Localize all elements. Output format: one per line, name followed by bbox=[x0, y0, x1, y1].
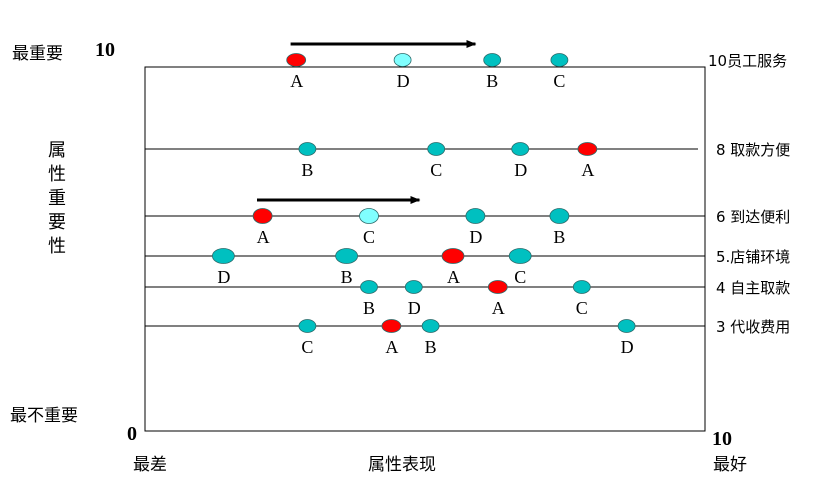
point-marker-c bbox=[508, 248, 532, 264]
point-label-b: B bbox=[301, 160, 313, 180]
point-label-b: B bbox=[486, 71, 498, 91]
point-label-a: A bbox=[257, 227, 270, 247]
point-marker-c bbox=[550, 53, 569, 67]
y-axis-bottom-value: 0 bbox=[127, 423, 137, 445]
point-marker-d bbox=[465, 208, 486, 224]
point-label-c: C bbox=[430, 160, 442, 180]
point-label-d: D bbox=[217, 267, 230, 287]
x-axis-right-label: 最好 bbox=[713, 455, 747, 475]
y-axis-title-char: 性 bbox=[48, 164, 66, 185]
point-marker-c bbox=[298, 319, 317, 333]
point-label-a: A bbox=[492, 298, 505, 318]
point-marker-d bbox=[404, 280, 423, 294]
point-label-c: C bbox=[553, 71, 565, 91]
point-label-d: D bbox=[397, 71, 410, 91]
point-label-b: B bbox=[425, 337, 437, 357]
point-marker-b bbox=[421, 319, 440, 333]
point-marker-b bbox=[549, 208, 570, 224]
point-marker-d bbox=[617, 319, 636, 333]
point-marker-b bbox=[335, 248, 359, 264]
y-axis-title: 属 性 重 要 性 bbox=[48, 140, 66, 257]
row-label: 6 到达便利 bbox=[716, 208, 790, 226]
plot-frame bbox=[144, 66, 706, 432]
point-label-b: B bbox=[363, 298, 375, 318]
point-label-d: D bbox=[408, 298, 421, 318]
point-marker-a bbox=[487, 280, 508, 294]
point-label-d: D bbox=[621, 337, 634, 357]
attribute-row: 8 取款方便 B C D A bbox=[145, 141, 790, 180]
row-label: 4 自主取款 bbox=[716, 279, 790, 297]
x-axis-right-value: 10 bbox=[712, 428, 732, 450]
point-marker-a bbox=[286, 53, 307, 67]
point-label-a: A bbox=[385, 337, 398, 357]
point-marker-a bbox=[441, 248, 465, 264]
row-label: 5.店铺环境 bbox=[716, 248, 790, 266]
row-label: 8 取款方便 bbox=[716, 141, 790, 159]
attribute-row: 10员工服务 A D B C bbox=[286, 40, 787, 91]
point-marker-b bbox=[483, 53, 502, 67]
point-marker-c bbox=[572, 280, 591, 294]
point-label-d: D bbox=[514, 160, 527, 180]
point-label-c: C bbox=[301, 337, 313, 357]
point-label-c: C bbox=[363, 227, 375, 247]
y-axis-top-value: 10 bbox=[95, 39, 115, 61]
attribute-row: 6 到达便利 A C D B bbox=[145, 196, 790, 247]
point-label-a: A bbox=[290, 71, 303, 91]
y-axis-bottom-label: 最不重要 bbox=[10, 406, 78, 426]
point-label-d: D bbox=[469, 227, 482, 247]
row-label: 10员工服务 bbox=[708, 52, 787, 70]
point-label-c: C bbox=[576, 298, 588, 318]
point-label-c: C bbox=[514, 267, 526, 287]
y-axis-title-char: 性 bbox=[48, 236, 66, 257]
y-axis-title-char: 重 bbox=[48, 188, 66, 209]
point-marker-d bbox=[393, 53, 412, 67]
point-marker-a bbox=[381, 319, 402, 333]
point-marker-c bbox=[427, 142, 446, 156]
y-axis-top-label: 最重要 bbox=[12, 44, 63, 64]
point-marker-b bbox=[298, 142, 317, 156]
point-marker-b bbox=[360, 280, 378, 294]
point-marker-c bbox=[359, 208, 379, 224]
x-axis-title: 属性表现 bbox=[368, 455, 436, 475]
point-marker-d bbox=[511, 142, 530, 156]
row-label: 3 代收费用 bbox=[716, 318, 790, 336]
y-axis-title-char: 要 bbox=[48, 212, 66, 233]
point-label-b: B bbox=[341, 267, 353, 287]
point-label-b: B bbox=[553, 227, 565, 247]
attribute-row: 5.店铺环境 D B A C bbox=[145, 248, 790, 287]
attribute-row: 4 自主取款 B D A C bbox=[145, 279, 790, 318]
x-axis-left-label: 最差 bbox=[133, 455, 167, 475]
point-label-a: A bbox=[581, 160, 594, 180]
point-label-a: A bbox=[447, 267, 460, 287]
point-marker-a bbox=[252, 208, 273, 224]
point-marker-d bbox=[211, 248, 235, 264]
y-axis-title-char: 属 bbox=[48, 140, 66, 161]
point-marker-a bbox=[577, 142, 598, 156]
attribute-row: 3 代收费用 C A B D bbox=[145, 318, 790, 357]
